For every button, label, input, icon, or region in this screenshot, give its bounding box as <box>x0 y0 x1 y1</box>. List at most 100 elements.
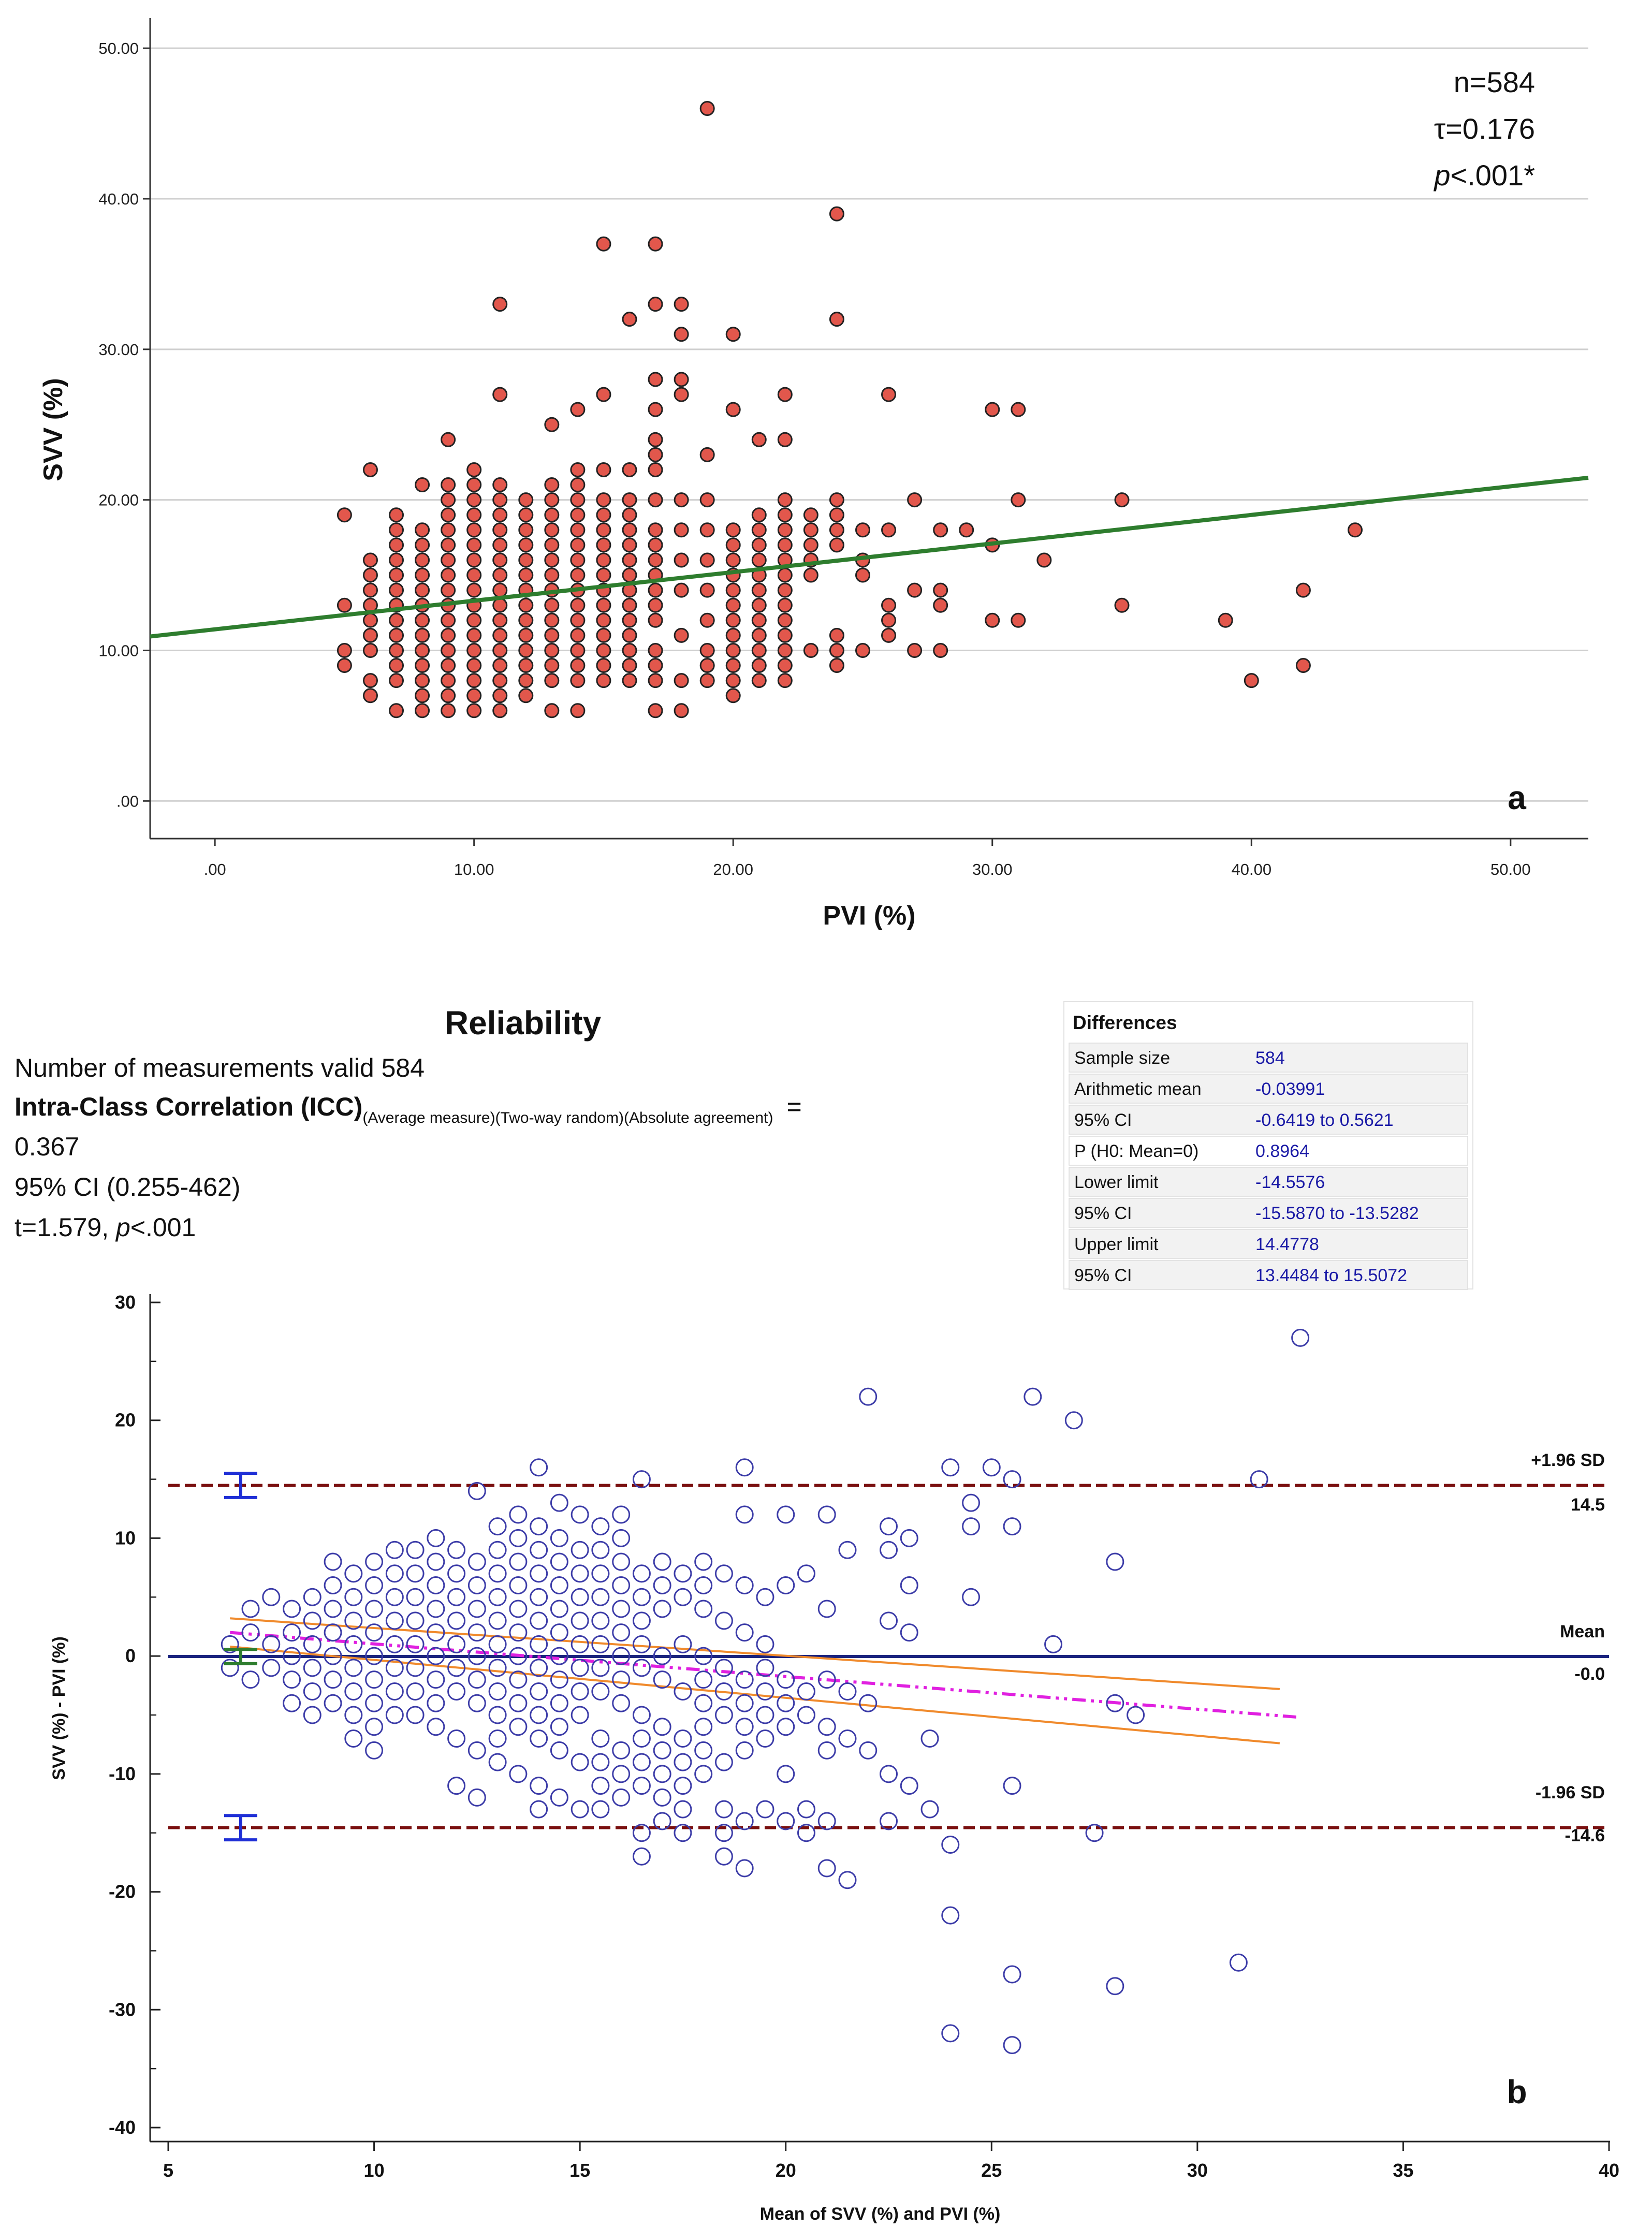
panel-a-point <box>674 327 689 342</box>
panel-b-point <box>591 1800 610 1819</box>
panel-b-point <box>694 1576 713 1595</box>
panel-b-bland-altman: 30 20 10 0 -10 -20 -30 -40 5 10 15 20 25 30 35 40 +1.9… <box>49 1292 1619 2224</box>
panel-b-point <box>900 1623 918 1642</box>
panel-a-point <box>492 507 508 523</box>
panel-b-point <box>324 1694 342 1712</box>
panel-a-point <box>466 492 482 508</box>
panel-b-point <box>385 1682 404 1701</box>
panel-a-point <box>674 387 689 402</box>
panel-a-point <box>1011 402 1026 417</box>
panel-b-point <box>632 1753 651 1771</box>
panel-a-point <box>674 627 689 643</box>
panel-a-point <box>570 612 586 628</box>
panel-a-point <box>492 673 508 688</box>
panel-a-point <box>518 597 534 613</box>
panel-a-point <box>751 658 767 673</box>
panel-a-point <box>674 522 689 538</box>
panel-b-point <box>509 1718 528 1736</box>
panel-b-point <box>962 1493 981 1512</box>
panel-a-point <box>544 567 560 583</box>
panel-a-y-tick-label: 30.00 <box>98 341 139 359</box>
upper-loa-value: 14.5 <box>1571 1495 1605 1515</box>
panel-b-point <box>427 1718 445 1736</box>
panel-a-point <box>544 507 560 523</box>
panel-a-point <box>389 642 404 658</box>
panel-a-point <box>777 642 793 658</box>
panel-b-point <box>632 1470 651 1489</box>
panel-a-point <box>777 387 793 402</box>
differences-row <box>1069 1074 1468 1104</box>
panel-b-point <box>550 1741 568 1760</box>
panel-a-point <box>674 703 689 719</box>
panel-a-point <box>415 582 430 598</box>
panel-a-point <box>933 582 948 598</box>
differences-row-value: -0.03991 <box>1255 1079 1325 1099</box>
panel-b-point <box>447 1729 466 1748</box>
panel-b-point <box>427 1529 445 1547</box>
panel-a-point <box>518 507 534 523</box>
panel-b-point <box>530 1635 548 1653</box>
panel-a-point <box>441 492 456 508</box>
panel-b-point <box>838 1729 857 1748</box>
panel-b-point <box>591 1564 610 1583</box>
panel-b-point <box>365 1647 384 1665</box>
panel-b-point <box>735 1505 754 1524</box>
panel-b-point <box>550 1600 568 1618</box>
panel-b-point <box>756 1729 774 1748</box>
differences-row-value: 13.4484 to 15.5072 <box>1255 1266 1407 1285</box>
panel-a-point <box>596 537 611 553</box>
panel-b-point <box>550 1694 568 1712</box>
panel-a-point <box>829 642 844 658</box>
panel-b-point <box>1127 1706 1145 1724</box>
panel-a-point <box>570 552 586 568</box>
panel-b-point <box>241 1600 260 1618</box>
panel-b-point <box>756 1682 774 1701</box>
panel-a-y-tick-label: 20.00 <box>98 491 139 509</box>
panel-a-point <box>1348 522 1363 538</box>
panel-a-point <box>596 627 611 643</box>
panel-a-point <box>699 100 715 116</box>
panel-b-point <box>324 1600 342 1618</box>
panel-a-point <box>362 462 378 477</box>
panel-a-point <box>570 462 586 477</box>
panel-a-y-tick-label: 50.00 <box>98 39 139 57</box>
panel-a-point <box>492 522 508 538</box>
panel-a-point <box>441 627 456 643</box>
panel-b-point <box>735 1718 754 1736</box>
panel-b-point <box>880 1765 898 1783</box>
panel-b-point <box>632 1824 651 1842</box>
panel-a-point <box>466 567 482 583</box>
panel-b-point <box>653 1788 671 1807</box>
panel-b-point <box>324 1670 342 1689</box>
panel-b-point <box>714 1682 733 1701</box>
panel-b-point <box>447 1659 466 1677</box>
panel-a-point <box>725 688 741 703</box>
panel-b-point <box>714 1564 733 1583</box>
panel-a-point <box>933 597 948 613</box>
panel-b-point <box>735 1812 754 1830</box>
panel-a-point <box>803 642 818 658</box>
panel-b-point <box>406 1706 425 1724</box>
panel-b-point <box>509 1600 528 1618</box>
panel-a-point <box>985 402 1000 417</box>
panel-b-y-ticks: 30 20 10 0 -10 -20 -30 -40 <box>109 1292 160 2138</box>
panel-b-point <box>612 1670 631 1689</box>
differences-row-value: -14.5576 <box>1255 1172 1325 1192</box>
panel-b-point <box>591 1729 610 1748</box>
panel-b-point <box>694 1670 713 1689</box>
panel-a-point <box>441 522 456 538</box>
panel-b-point <box>674 1777 692 1795</box>
panel-b-x-ticks: 5 10 15 20 25 30 35 40 <box>163 2142 1619 2181</box>
panel-a-point <box>751 522 767 538</box>
panel-a-point <box>518 673 534 688</box>
mean-label: Mean <box>1560 1622 1605 1641</box>
panel-b-point <box>406 1541 425 1559</box>
panel-a-point <box>674 492 689 508</box>
panel-a-point <box>725 552 741 568</box>
panel-a-point <box>389 673 404 688</box>
panel-b-point <box>777 1694 795 1712</box>
panel-a-point <box>492 567 508 583</box>
panel-b-point <box>303 1588 321 1606</box>
panel-a-point <box>855 567 870 583</box>
differences-row-label: 95% CI <box>1074 1204 1132 1223</box>
